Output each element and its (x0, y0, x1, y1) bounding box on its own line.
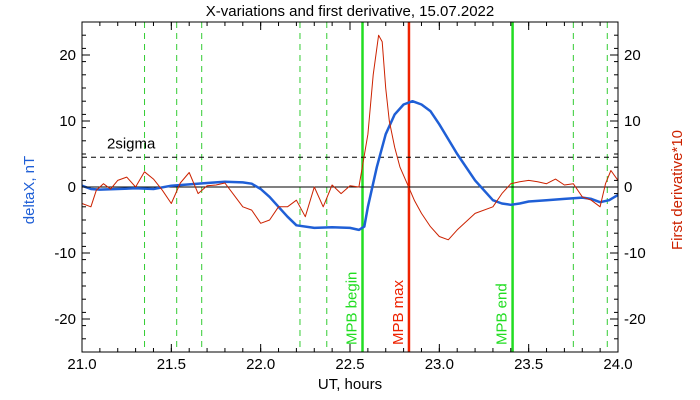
x-tick-label: 22.0 (246, 356, 275, 373)
y-tick-label-right: 20 (624, 47, 641, 64)
y-tick-label-left: 0 (68, 179, 76, 196)
y-tick-label-right: 0 (624, 179, 632, 196)
y-axis-label-left: deltaX, nT (21, 156, 38, 224)
series-derivative-line (81, 34, 619, 241)
marker-label: MPB end (494, 283, 511, 345)
x-tick-label: 24.0 (603, 356, 632, 373)
x-axis-label: UT, hours (318, 376, 382, 393)
plot-area: 2sigma MPB begin MPB max MPB end 21.0 21.5 22.… (54, 21, 646, 373)
y-tick-label-left: -10 (54, 245, 76, 262)
y-tick-label-right: -10 (624, 245, 646, 262)
threshold-label: 2sigma (107, 135, 156, 152)
x-tick-label: 22.5 (335, 356, 364, 373)
y-axis-label-right: First derivative*10 (669, 130, 686, 250)
x-tick-label: 21.5 (157, 356, 186, 373)
y-tick-label-left: -20 (54, 311, 76, 328)
marker-label: MPB max (390, 279, 407, 345)
y-tick-label-left: 20 (59, 47, 76, 64)
x-tick-label: 23.5 (514, 356, 543, 373)
y-tick-label-left: 10 (59, 113, 76, 130)
y-tick-label-right: 10 (624, 113, 641, 130)
y-tick-label-right: -20 (624, 311, 646, 328)
x-tick-label: 21.0 (67, 356, 96, 373)
series-deltax-line (81, 99, 619, 232)
marker-label: MPB begin (344, 272, 361, 345)
x-tick-label: 23.0 (425, 356, 454, 373)
chart-title: X-variations and first derivative, 15.07… (206, 3, 495, 20)
